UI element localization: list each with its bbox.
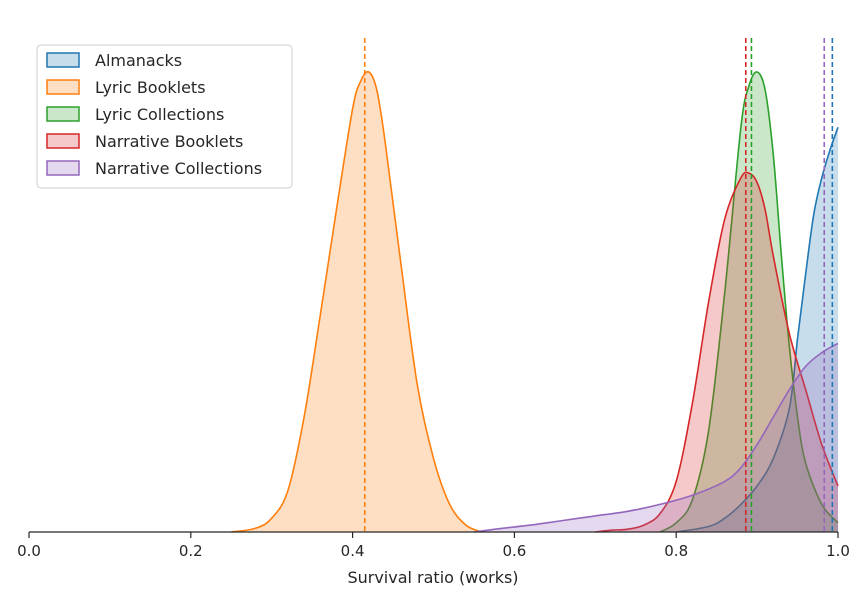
series-line-narrative-booklets	[595, 171, 839, 533]
legend: Almanacks Lyric Booklets Lyric Collections…	[36, 44, 293, 189]
legend-swatch-narrative-collections	[46, 160, 80, 176]
x-tick-label: 0.8	[664, 542, 688, 560]
x-tick-label: 0.0	[17, 542, 41, 560]
series-area-lyric-booklets	[231, 71, 482, 532]
legend-label-almanacks: Almanacks	[95, 51, 182, 70]
legend-frame	[36, 44, 293, 189]
series-area-narrative-booklets	[595, 172, 838, 532]
x-axis-label: Survival ratio (works)	[347, 568, 518, 587]
legend-label-narrative-booklets: Narrative Booklets	[95, 132, 243, 151]
x-axis: 0.0 0.2 0.4 0.6 0.8 1.0	[17, 531, 850, 560]
legend-swatch-lyric-collections	[46, 106, 80, 122]
x-tick-label: 1.0	[826, 542, 850, 560]
x-tick-label: 0.2	[179, 542, 203, 560]
legend-label-lyric-collections: Lyric Collections	[95, 105, 224, 124]
series-area-lyric-collections	[660, 71, 838, 532]
series-line-lyric-booklets	[231, 70, 483, 533]
legend-label-narrative-collections: Narrative Collections	[95, 159, 262, 178]
series-area-almanacks	[676, 127, 838, 532]
series-line-narrative-collections	[473, 342, 839, 533]
legend-swatch-lyric-booklets	[46, 79, 80, 95]
legend-label-lyric-booklets: Lyric Booklets	[95, 78, 206, 97]
x-tick-label: 0.4	[341, 542, 365, 560]
legend-swatch-narrative-booklets	[46, 133, 80, 149]
series-area-narrative-collections	[474, 343, 838, 532]
x-tick-label: 0.6	[502, 542, 526, 560]
plot-area	[231, 38, 839, 533]
legend-swatch-almanacks	[46, 52, 80, 68]
series-line-almanacks	[676, 126, 839, 533]
series-line-lyric-collections	[659, 71, 839, 533]
